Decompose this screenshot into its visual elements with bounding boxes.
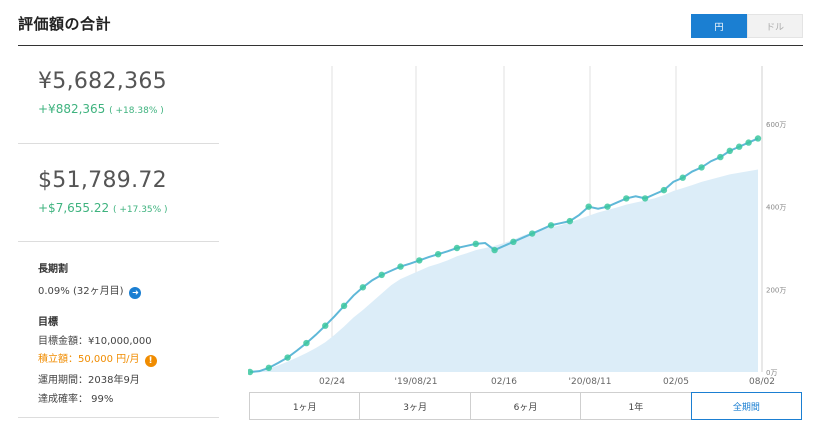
- period-1y-button[interactable]: 1年: [580, 392, 691, 420]
- contribution-area: [250, 169, 758, 372]
- period-6m-button[interactable]: 6ヶ月: [469, 392, 581, 420]
- data-point: [679, 174, 686, 181]
- data-point: [248, 368, 254, 376]
- goal-target-amount: 目標金額：¥10,000,000: [38, 336, 152, 347]
- data-point: [303, 339, 310, 347]
- chart-x-tick-label: 08/02: [749, 377, 775, 386]
- data-point: [265, 364, 273, 372]
- page-title: 評価額の合計: [18, 15, 112, 33]
- data-point: [340, 302, 348, 310]
- currency-jpy-button[interactable]: 円: [691, 14, 747, 38]
- data-point: [547, 222, 555, 229]
- usd-gain: +$7,655.22 ( +17.35% ): [38, 201, 168, 215]
- divider: [18, 241, 219, 242]
- goal-contribution-row: 積立額：50,000 円/月!: [38, 350, 157, 367]
- data-point: [510, 238, 517, 245]
- chart-x-tick-label: '20/08/11: [569, 377, 612, 386]
- data-point: [284, 354, 291, 361]
- data-point: [322, 322, 329, 329]
- usd-gain-percent: ( +17.35% ): [112, 205, 168, 215]
- valuation-line: [249, 137, 759, 373]
- chart-x-tick-label: 02/24: [319, 377, 345, 386]
- data-point: [660, 186, 668, 194]
- goal-probability: 達成確率： 99%: [38, 394, 114, 405]
- period-selector: 1ヶ月 3ヶ月 6ヶ月 1年 全期間: [249, 392, 803, 420]
- data-point: [745, 139, 752, 146]
- period-all-button[interactable]: 全期間: [690, 392, 803, 420]
- data-point: [754, 135, 762, 142]
- data-point: [434, 251, 442, 258]
- data-point: [359, 284, 367, 291]
- usd-gain-amount: +$7,655.22: [38, 201, 110, 215]
- long-term-value-row: 0.09% (32ヶ月目) ➜: [38, 282, 142, 299]
- long-term-value: 0.09% (32ヶ月目): [38, 286, 124, 297]
- data-point: [698, 164, 705, 171]
- goal-label: 目標: [38, 317, 58, 328]
- chart-y-tick-label: 400万: [766, 204, 786, 212]
- jpy-gain: +¥882,365 ( +18.38% ): [38, 102, 164, 116]
- currency-usd-button[interactable]: ドル: [747, 14, 803, 38]
- period-1m-button[interactable]: 1ヶ月: [249, 392, 360, 420]
- divider: [18, 417, 219, 418]
- data-point: [529, 230, 536, 237]
- data-point: [416, 257, 423, 264]
- data-point: [604, 203, 611, 210]
- data-point: [726, 147, 733, 155]
- goal-contribution: 積立額：50,000 円/月: [38, 354, 140, 365]
- data-point: [735, 143, 743, 150]
- arrow-right-icon[interactable]: ➜: [129, 287, 142, 299]
- panel-header: 評価額の合計 円 ドル: [18, 0, 803, 46]
- data-point: [641, 195, 649, 202]
- currency-toggle: 円 ドル: [691, 14, 803, 38]
- jpy-total-value: ¥5,682,365: [38, 69, 167, 94]
- jpy-gain-percent: ( +18.38% ): [109, 106, 164, 116]
- data-point: [472, 240, 479, 248]
- warning-icon[interactable]: !: [144, 355, 157, 367]
- chart-y-tick-label: 0万: [766, 369, 777, 377]
- jpy-gain-amount: +¥882,365: [38, 102, 106, 116]
- chart-y-tick-label: 200万: [766, 286, 786, 294]
- data-point: [566, 217, 574, 225]
- chart-x-tick-label: 02/16: [491, 377, 517, 386]
- data-point: [453, 244, 461, 252]
- long-term-label: 長期割: [38, 264, 68, 275]
- goal-period: 運用期間：2038年9月: [38, 375, 140, 386]
- data-point: [378, 271, 385, 279]
- data-point: [585, 203, 592, 210]
- divider: [18, 143, 219, 144]
- chart-y-tick-label: 600万: [766, 121, 786, 129]
- data-point: [397, 263, 404, 270]
- data-point: [491, 246, 498, 254]
- valuation-chart[interactable]: 02/24 '19/08/21 02/16 '20/08/11 02/05 08/020万…: [248, 66, 808, 386]
- period-3m-button[interactable]: 3ヶ月: [359, 392, 470, 420]
- data-point: [717, 153, 724, 161]
- usd-total-value: $51,789.72: [38, 168, 167, 193]
- chart-x-tick-label: 02/05: [663, 377, 689, 386]
- data-point: [623, 195, 630, 202]
- chart-x-tick-label: '19/08/21: [395, 377, 438, 386]
